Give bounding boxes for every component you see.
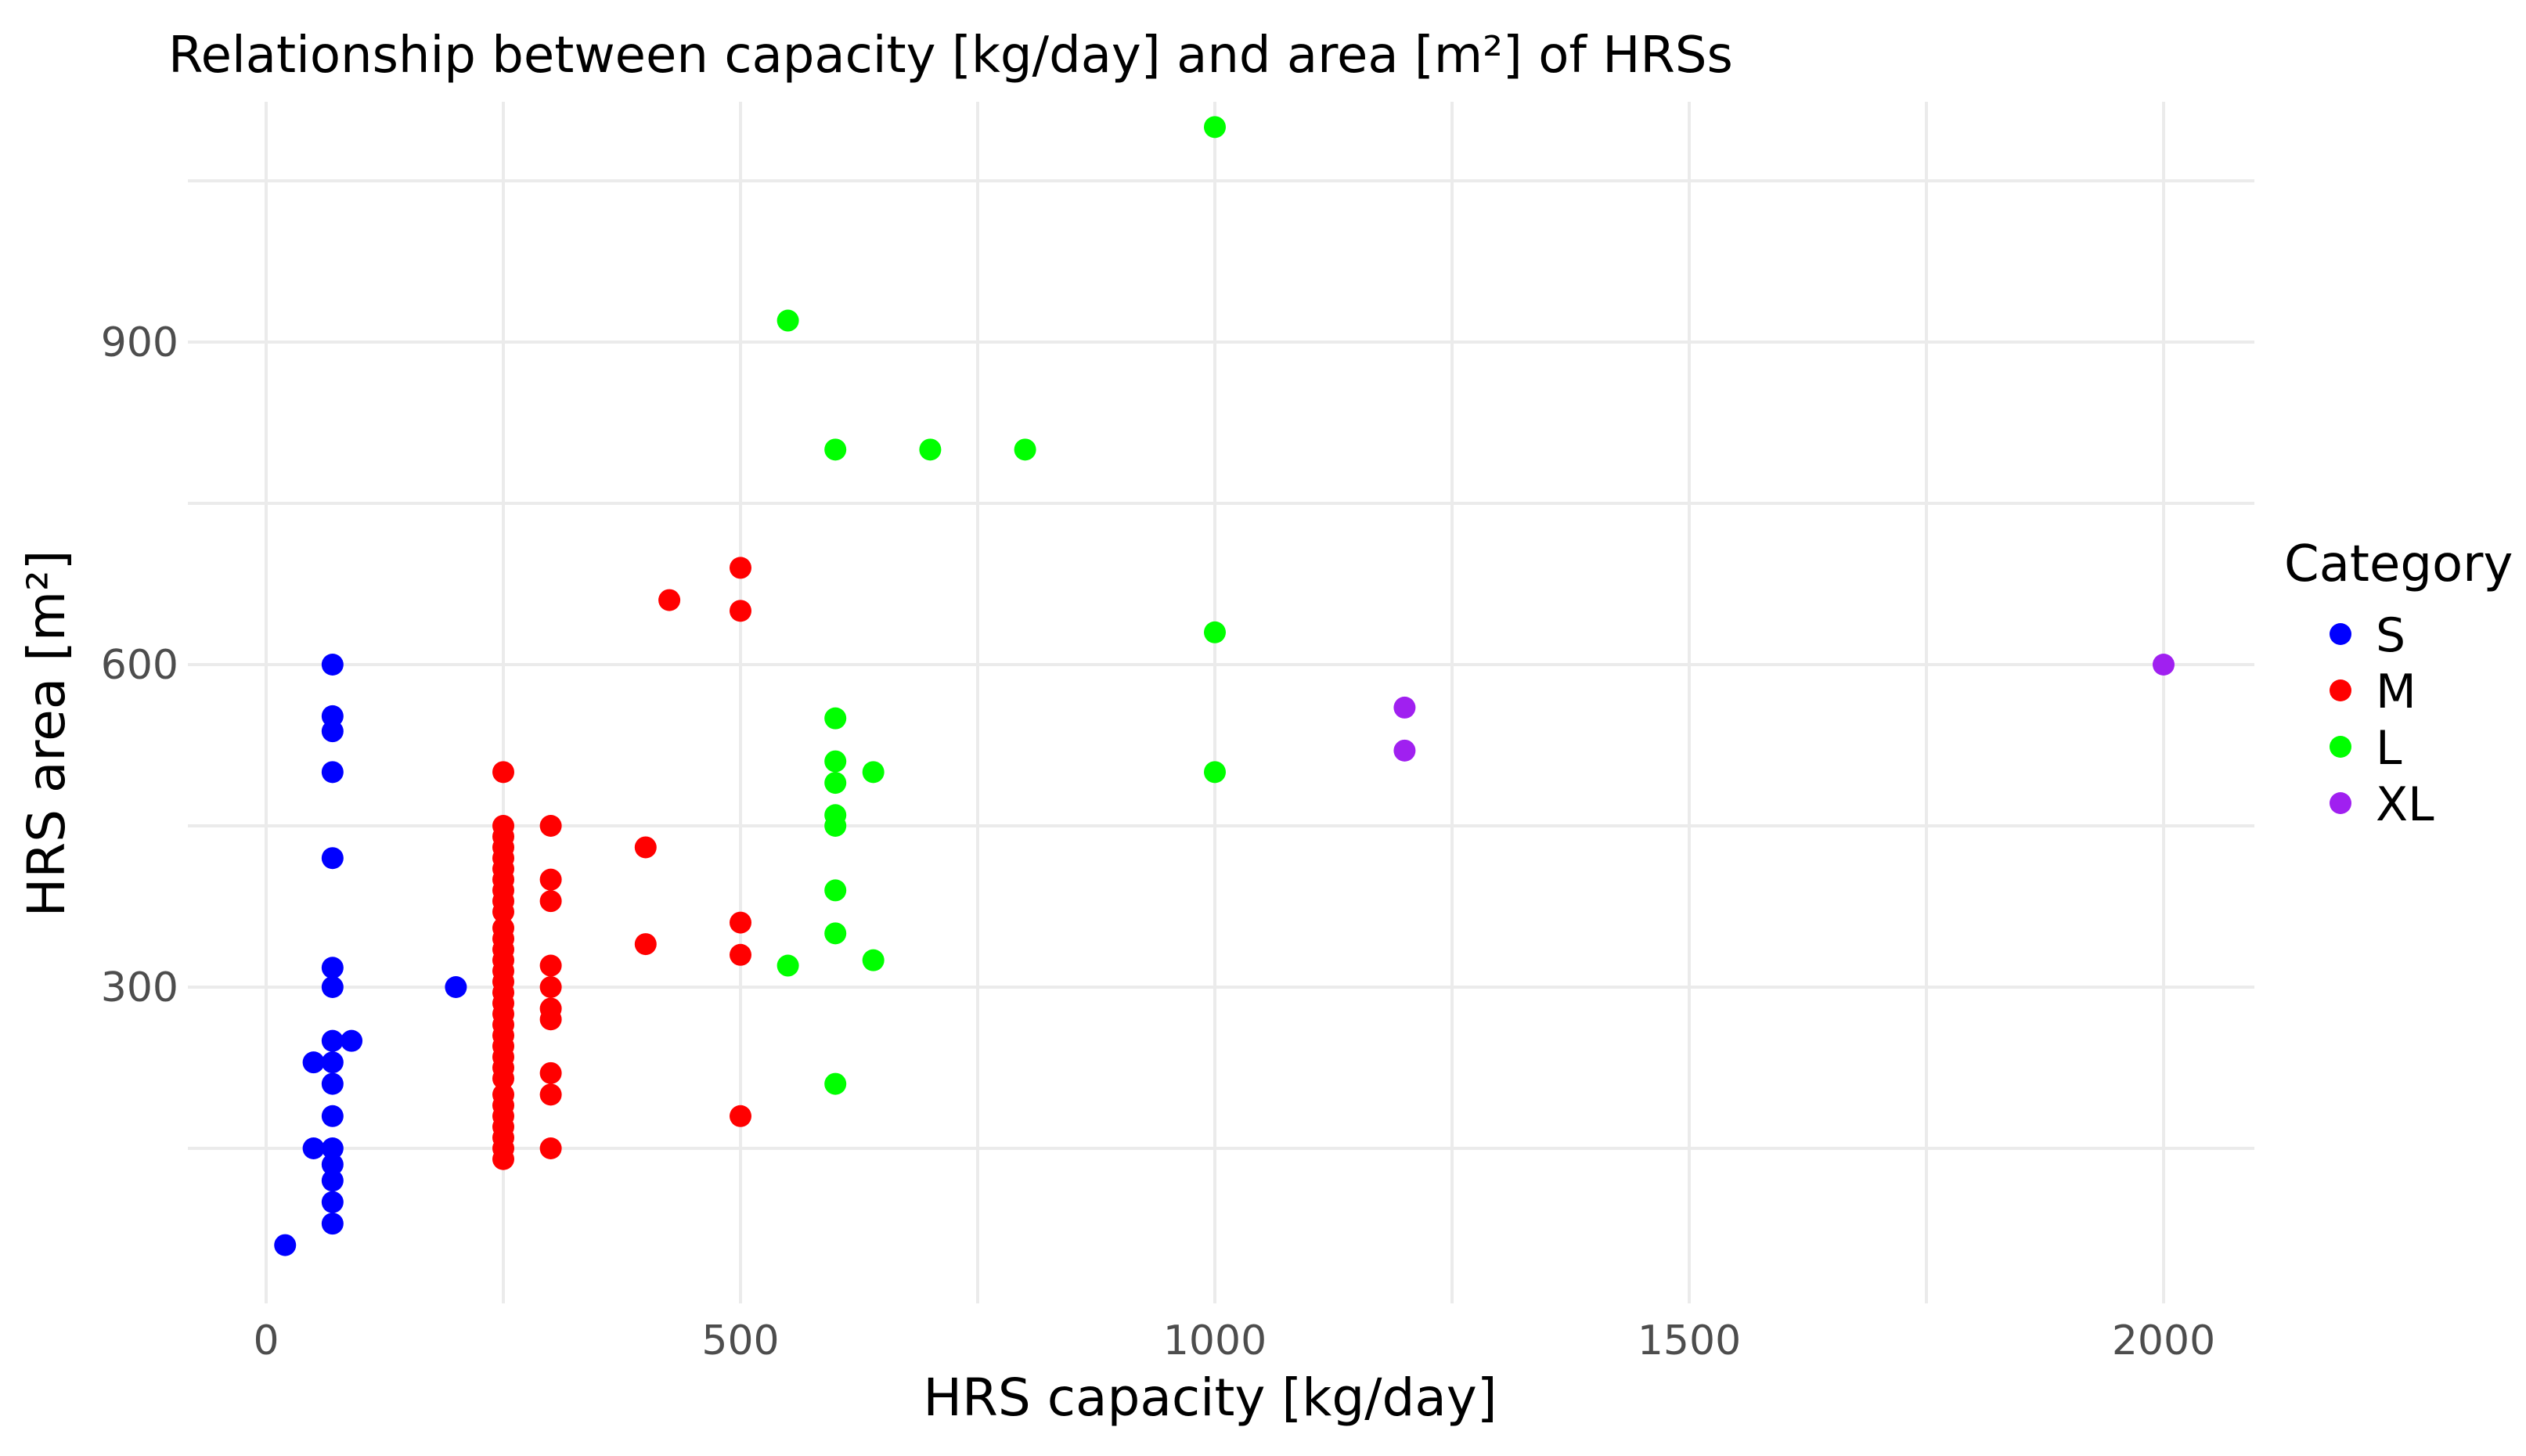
data-point [824,707,847,730]
legend-label: XL [2376,777,2434,832]
x-tick-label: 1500 [1638,1317,1741,1364]
data-point [492,815,514,837]
x-axis-ticks: 0 500 1000 1500 2000 [253,1317,2215,1364]
data-point [824,1072,847,1095]
data-point [492,917,514,939]
data-point [539,1083,562,1106]
data-point [302,1137,325,1159]
data-point [1204,621,1226,643]
data-point [1204,761,1226,784]
grid-layer [188,102,2254,1303]
data-point [321,976,344,998]
data-point [1393,739,1416,762]
data-point [445,976,467,998]
data-point [862,761,885,784]
data-point [658,589,681,611]
data-point [539,1137,562,1159]
data-point [321,1029,344,1052]
legend-marker [2330,623,2351,645]
series-s [274,654,467,1256]
data-point [730,943,751,966]
data-point [539,954,562,977]
series-m [492,557,751,1170]
data-point [1014,438,1036,461]
series-l [777,116,1226,1095]
data-point [539,890,562,913]
data-point [302,1051,325,1074]
data-point [539,1061,562,1084]
data-point [777,954,799,977]
y-tick-label: 600 [101,642,178,689]
chart-title: Relationship between capacity [kg/day] a… [168,27,1733,85]
data-point [777,309,799,332]
data-point [730,600,751,622]
data-point [1204,116,1226,139]
data-point [321,847,344,870]
x-tick-label: 2000 [2112,1317,2215,1364]
x-tick-label: 1000 [1163,1317,1267,1364]
data-point [492,761,514,784]
data-point [634,836,657,859]
data-point [634,933,657,956]
data-point [824,879,847,902]
data-point [919,438,942,461]
data-point [321,1213,344,1235]
data-point [321,1051,344,1074]
y-tick-label: 900 [101,319,178,366]
x-axis-title: HRS capacity [kg/day] [923,1368,1497,1428]
data-point [321,1072,344,1095]
x-tick-label: 500 [701,1317,779,1364]
data-point [824,750,847,773]
data-point [824,804,847,827]
legend-marker [2330,792,2351,814]
data-point [341,1029,363,1052]
data-point [730,911,751,934]
data-point [321,705,344,727]
data-point [321,1105,344,1127]
data-point [539,997,562,1020]
data-point [862,949,885,971]
data-point [321,720,344,743]
y-tick-label: 300 [101,964,178,1011]
legend-label: L [2376,721,2402,776]
legend-title: Category [2284,535,2513,593]
data-point [824,922,847,945]
data-point [730,557,751,579]
data-point [321,1169,344,1192]
data-point [730,1105,751,1127]
data-point [824,438,847,461]
legend-marker [2330,679,2351,701]
data-point [492,1083,514,1106]
data-point [321,1191,344,1213]
data-point [824,772,847,795]
points-layer [274,116,2175,1256]
data-point [1393,696,1416,719]
data-point [321,654,344,676]
y-axis-title: HRS area [m²] [16,550,77,917]
data-point [539,976,562,998]
data-point [2153,654,2175,676]
x-tick-label: 0 [253,1317,279,1364]
data-point [321,1153,344,1176]
legend-label: M [2376,665,2416,719]
y-axis-ticks: 300 600 900 [101,319,178,1011]
data-point [539,815,562,837]
data-point [321,1137,344,1159]
legend-label: S [2376,608,2405,663]
data-point [274,1234,297,1256]
series-xl [1393,654,2175,762]
data-point [321,957,344,979]
legend-marker [2330,736,2351,758]
data-point [321,761,344,784]
data-point [539,868,562,891]
